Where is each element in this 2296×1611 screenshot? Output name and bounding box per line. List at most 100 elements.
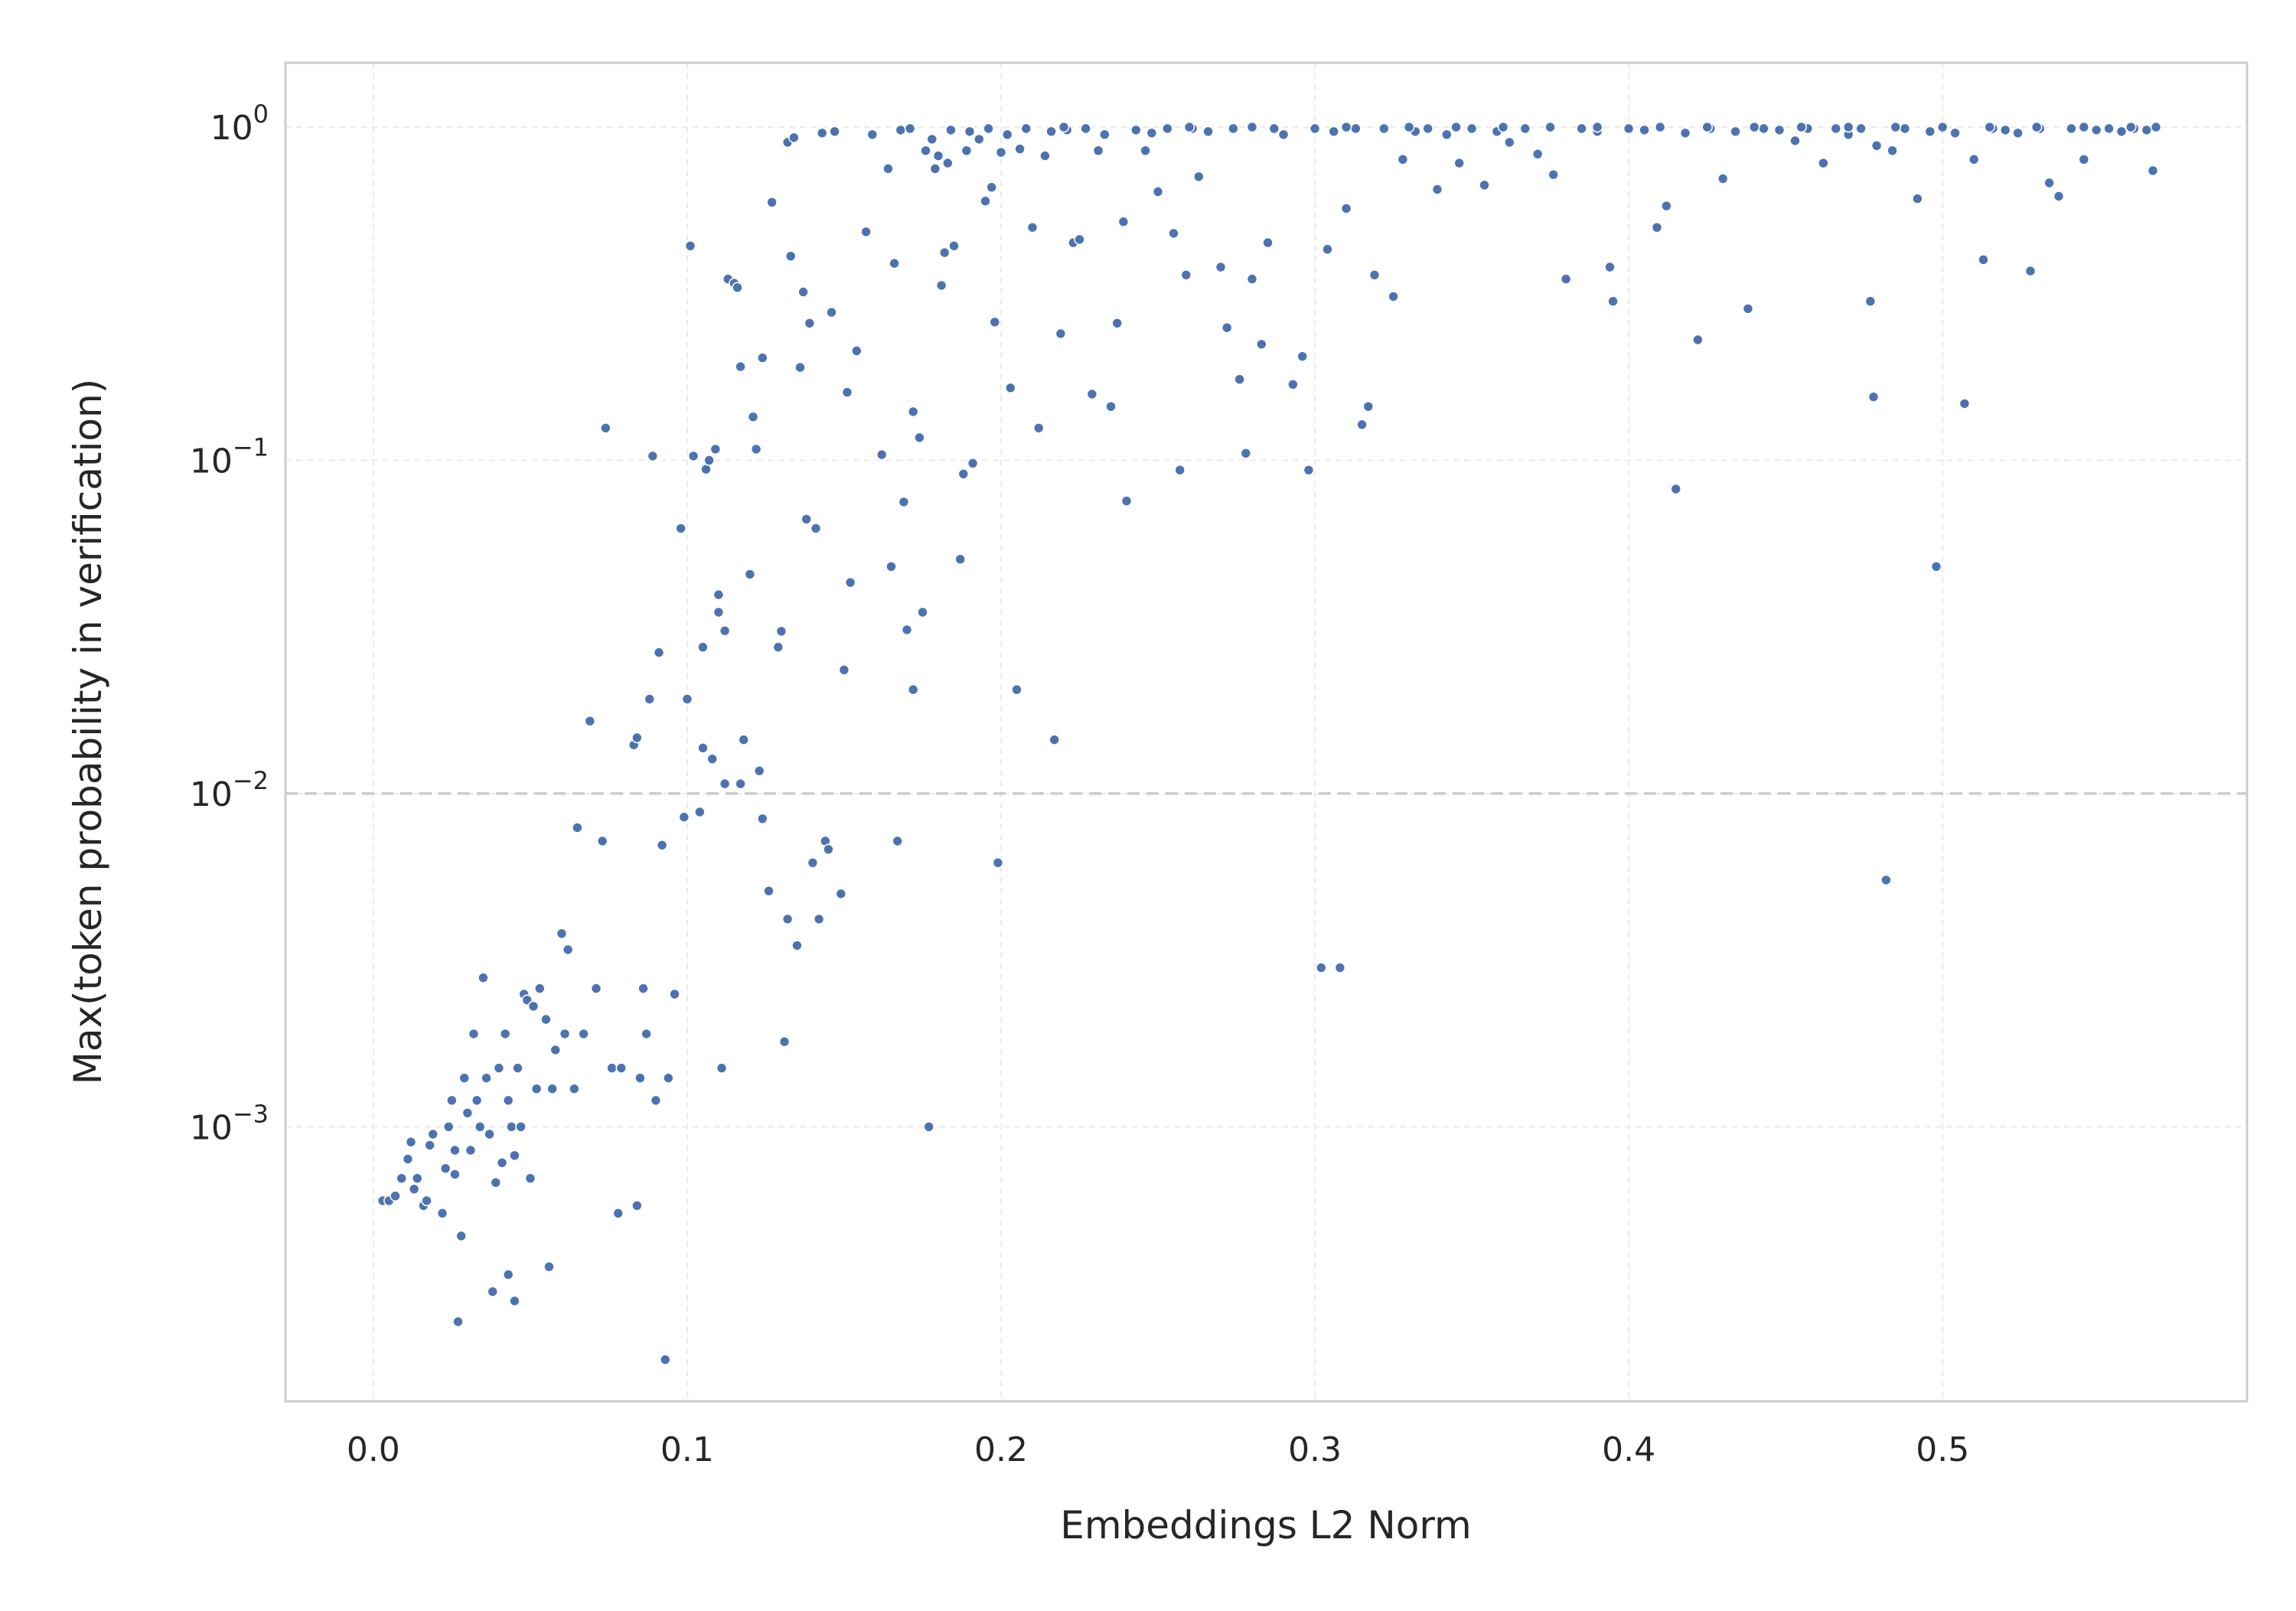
data-point (449, 1144, 461, 1156)
data-point (1340, 203, 1352, 214)
data-point (2150, 121, 2162, 133)
data-point (512, 1062, 523, 1074)
data-point (932, 150, 944, 161)
data-point (882, 163, 894, 174)
data-point (474, 1121, 486, 1133)
data-point (533, 983, 546, 994)
data-point (631, 732, 643, 744)
data-point (439, 1163, 452, 1174)
data-point (826, 306, 837, 318)
data-point (1362, 400, 1375, 413)
data-point (1277, 129, 1290, 141)
data-point (866, 129, 879, 141)
data-point (471, 1094, 483, 1107)
y-tick-label: 10−1 (190, 432, 269, 481)
data-point (1431, 184, 1443, 195)
data-point (1246, 273, 1258, 285)
data-point (1045, 126, 1057, 138)
x-axis-ticks: 0.0 0.1 0.2 0.3 0.4 0.5 (347, 1430, 1969, 1469)
data-point (816, 127, 828, 139)
data-point (662, 1072, 674, 1084)
data-point (1378, 122, 1390, 135)
data-point (1679, 127, 1691, 139)
data-point (487, 1286, 499, 1297)
data-point (948, 240, 960, 252)
data-point (515, 1121, 527, 1133)
data-point (478, 972, 489, 983)
data-point (678, 811, 690, 823)
data-point (527, 1000, 540, 1013)
data-point (2078, 121, 2090, 133)
data-point (716, 1062, 728, 1074)
data-point (1830, 122, 1842, 135)
data-point (735, 360, 746, 373)
x-tick-label: 0.0 (347, 1430, 400, 1469)
data-point (1246, 121, 1258, 133)
data-point (697, 641, 709, 653)
data-point (2066, 122, 2077, 135)
data-point (901, 624, 913, 636)
data-point (1654, 121, 1666, 133)
data-point (1639, 124, 1650, 136)
data-point (1105, 400, 1117, 413)
data-point (1924, 126, 1936, 138)
data-point (1701, 121, 1713, 133)
data-point (876, 448, 888, 461)
data-point (1999, 124, 2011, 136)
data-point (445, 1094, 458, 1107)
data-point (1576, 122, 1587, 135)
data-points (377, 121, 2162, 1365)
data-point (995, 146, 1007, 158)
data-point (1058, 121, 1070, 133)
plot-frame (284, 61, 2249, 1403)
data-point (1949, 127, 1961, 139)
data-point (1039, 150, 1051, 161)
data-point (502, 1094, 514, 1107)
data-point (1215, 261, 1227, 273)
data-point (584, 715, 596, 727)
data-point (829, 126, 840, 138)
data-point (713, 589, 725, 601)
data-point (851, 345, 863, 357)
data-point (907, 406, 919, 418)
data-point (1193, 171, 1205, 183)
data-point (1742, 303, 1754, 315)
data-point (1519, 122, 1531, 135)
data-point (396, 1172, 408, 1184)
data-point (1717, 173, 1729, 184)
y-axis-label: Max(token probability in verification) (66, 379, 110, 1084)
data-point (421, 1195, 432, 1207)
x-tick-label: 0.1 (660, 1430, 714, 1469)
data-point (2030, 121, 2043, 133)
x-tick-label: 0.5 (1916, 1430, 1969, 1469)
data-point (1661, 200, 1672, 212)
data-point (926, 133, 938, 145)
x-axis-label: Embeddings L2 Norm (1060, 1503, 1471, 1547)
data-point (481, 1072, 492, 1084)
data-point (562, 944, 574, 956)
data-point (719, 778, 731, 790)
data-point (1730, 126, 1741, 138)
data-point (1531, 148, 1544, 160)
data-point (735, 778, 746, 790)
data-point (1080, 122, 1091, 135)
data-point (892, 835, 903, 847)
data-point (923, 1121, 934, 1133)
data-point (807, 857, 819, 869)
data-point (1388, 291, 1399, 302)
data-point (1930, 560, 1942, 572)
data-point (449, 1169, 461, 1180)
data-point (709, 443, 722, 455)
data-point (659, 1354, 671, 1365)
data-point (1504, 136, 1515, 148)
data-point (1560, 273, 1572, 285)
data-point (1368, 269, 1381, 281)
data-point (1453, 157, 1465, 169)
data-point (766, 196, 778, 208)
data-point (1340, 121, 1352, 133)
data-point (1450, 121, 1462, 133)
data-point (1466, 122, 1478, 135)
data-point (590, 983, 602, 994)
